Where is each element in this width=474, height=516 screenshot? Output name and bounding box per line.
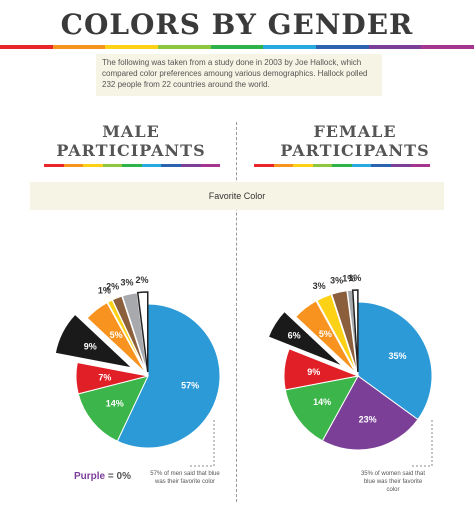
female-slice-purple [321, 375, 419, 451]
female-slice-brown [331, 290, 358, 373]
female-note-leader [410, 420, 433, 467]
rainbow-segment [312, 164, 333, 167]
male-slice-blue [116, 303, 221, 449]
female-label-yellow: 3% [313, 281, 326, 291]
female-slice-green [284, 375, 359, 442]
rainbow-segment [316, 45, 369, 49]
rainbow-segment [368, 45, 422, 49]
purple-note-value: = 0% [107, 471, 131, 482]
intro-text: The following was taken from a study don… [96, 54, 382, 96]
male-label-brown: 2% [106, 282, 119, 292]
rainbow-segment [63, 164, 84, 167]
female-pie-chart: 35%23%14%9%6% 5%3%3% 1%1% [267, 273, 433, 451]
rainbow-segment [273, 164, 294, 167]
rainbow-segment [52, 45, 106, 49]
female-heading-line1: FEMALE [313, 122, 397, 141]
male-slice-green [77, 375, 149, 442]
female-slice-red [283, 348, 360, 391]
rainbow-segment [141, 164, 162, 167]
rainbow-segment [390, 164, 411, 167]
male-slice-white [136, 291, 149, 373]
male-heading-line2: PARTICIPANTS [56, 141, 206, 160]
female-label-black: 6% [288, 330, 301, 340]
rainbow-segment [158, 45, 211, 49]
female-label-brown: 3% [330, 275, 343, 285]
column-divider [236, 122, 237, 502]
female-slice-blue [357, 301, 433, 421]
female-blue-note: 35% of women said that blue was their fa… [360, 471, 426, 493]
female-label-red: 9% [307, 367, 320, 377]
male-note-leader [190, 420, 215, 467]
female-slice-orange [295, 300, 356, 374]
rainbow-bar [0, 45, 474, 49]
male-pie-chart: 57%14%7%9%5%1%2% 3% 2% [54, 275, 221, 449]
female-label-gray: 1% [342, 273, 355, 283]
rainbow-segment [410, 164, 431, 167]
section-label: Favorite Color [30, 182, 444, 210]
male-label-white: 2% [135, 275, 148, 285]
female-label-white: 1% [348, 273, 361, 283]
male-slice-orange [86, 302, 146, 374]
rainbow-segment [0, 45, 53, 49]
rainbow-segment [180, 164, 201, 167]
rainbow-segment [254, 164, 274, 167]
rainbow-segment [263, 45, 317, 49]
rainbow-segment [351, 164, 372, 167]
male-label-gray: 3% [121, 277, 134, 287]
female-slice-white [351, 289, 359, 373]
rainbow-segment [44, 164, 64, 167]
rainbow-segment [332, 164, 352, 167]
purple-note-label: Purple [74, 471, 106, 482]
rainbow-segment [102, 164, 123, 167]
female-label-orange: 5% [319, 329, 332, 339]
rainbow-segment [122, 164, 142, 167]
rainbow-segment [161, 164, 181, 167]
female-slice-black [267, 310, 344, 367]
female-heading: FEMALE PARTICIPANTS [250, 122, 460, 160]
male-label-blue: 57% [181, 380, 199, 390]
page-title: COLORS BY GENDER [60, 8, 414, 41]
male-heading-line1: MALE [102, 122, 160, 141]
male-label-red: 7% [98, 372, 111, 382]
male-slice-black [54, 313, 134, 369]
purple-note: Purple = 0% [74, 471, 131, 482]
rainbow-segment [105, 45, 159, 49]
rainbow-segment [421, 45, 474, 49]
male-label-green: 14% [106, 399, 124, 409]
male-heading: MALE PARTICIPANTS [26, 122, 236, 160]
rainbow-segment [83, 164, 103, 167]
rainbow-segment [200, 164, 221, 167]
female-rainbow-bar [254, 164, 431, 167]
male-blue-note: 57% of men said that blue was their favo… [150, 471, 220, 485]
rainbow-segment [210, 45, 264, 49]
female-label-purple: 23% [359, 414, 377, 424]
male-slice-red [75, 361, 149, 395]
note-leaders [190, 420, 433, 467]
rainbow-segment [293, 164, 313, 167]
female-label-blue: 35% [389, 351, 407, 361]
rainbow-segment [371, 164, 391, 167]
male-rainbow-bar [44, 164, 221, 167]
female-slice-yellow [316, 293, 357, 373]
female-label-green: 14% [313, 397, 331, 407]
male-label-black: 9% [84, 342, 97, 352]
male-slice-brown [111, 295, 148, 373]
male-label-orange: 5% [110, 330, 123, 340]
male-label-yellow: 1% [98, 285, 111, 295]
female-heading-line2: PARTICIPANTS [280, 141, 430, 160]
